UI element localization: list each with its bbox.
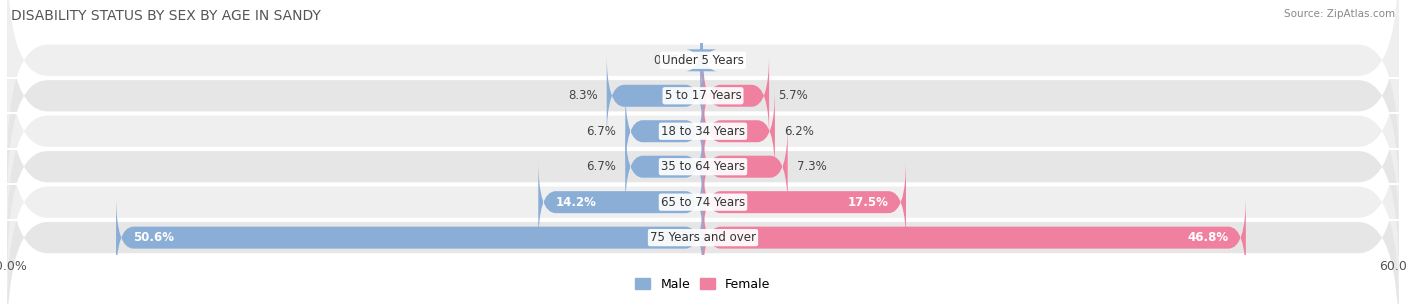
Text: 7.3%: 7.3%	[797, 160, 827, 173]
Text: 6.7%: 6.7%	[586, 160, 616, 173]
Text: 18 to 34 Years: 18 to 34 Years	[661, 125, 745, 138]
Legend: Male, Female: Male, Female	[630, 273, 776, 296]
Text: DISABILITY STATUS BY SEX BY AGE IN SANDY: DISABILITY STATUS BY SEX BY AGE IN SANDY	[11, 9, 321, 23]
Text: Under 5 Years: Under 5 Years	[662, 54, 744, 67]
FancyBboxPatch shape	[703, 54, 769, 138]
Text: 5.7%: 5.7%	[779, 89, 808, 102]
FancyBboxPatch shape	[703, 125, 787, 209]
Text: 50.6%: 50.6%	[134, 231, 174, 244]
Text: 65 to 74 Years: 65 to 74 Years	[661, 196, 745, 209]
Text: 8.3%: 8.3%	[568, 89, 598, 102]
Text: 0.25%: 0.25%	[654, 54, 690, 67]
FancyBboxPatch shape	[7, 94, 1399, 304]
FancyBboxPatch shape	[538, 160, 703, 244]
Text: 6.2%: 6.2%	[785, 125, 814, 138]
FancyBboxPatch shape	[7, 0, 1399, 169]
FancyBboxPatch shape	[626, 125, 703, 209]
Text: 75 Years and over: 75 Years and over	[650, 231, 756, 244]
FancyBboxPatch shape	[7, 58, 1399, 275]
FancyBboxPatch shape	[7, 129, 1399, 304]
FancyBboxPatch shape	[7, 23, 1399, 240]
Text: 5 to 17 Years: 5 to 17 Years	[665, 89, 741, 102]
Text: 14.2%: 14.2%	[555, 196, 596, 209]
Text: 17.5%: 17.5%	[848, 196, 889, 209]
Text: 46.8%: 46.8%	[1187, 231, 1229, 244]
FancyBboxPatch shape	[626, 89, 703, 173]
FancyBboxPatch shape	[703, 160, 905, 244]
FancyBboxPatch shape	[7, 0, 1399, 204]
FancyBboxPatch shape	[703, 195, 1246, 280]
FancyBboxPatch shape	[117, 195, 703, 280]
Text: 35 to 64 Years: 35 to 64 Years	[661, 160, 745, 173]
FancyBboxPatch shape	[703, 89, 775, 173]
Text: Source: ZipAtlas.com: Source: ZipAtlas.com	[1284, 9, 1395, 19]
FancyBboxPatch shape	[607, 54, 703, 138]
Text: 6.7%: 6.7%	[586, 125, 616, 138]
FancyBboxPatch shape	[686, 18, 717, 102]
